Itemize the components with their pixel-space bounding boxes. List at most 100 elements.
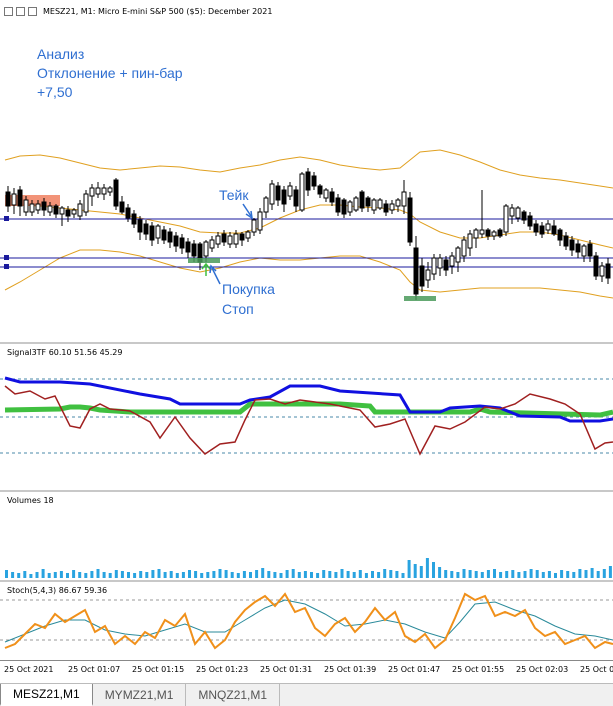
volume-bar — [596, 571, 600, 578]
volume-bar — [175, 573, 179, 578]
bearish-candle — [131, 213, 137, 225]
bullish-candle — [233, 233, 239, 245]
bullish-candle — [59, 207, 65, 215]
volume-bar — [41, 569, 45, 578]
bearish-candle — [593, 255, 599, 277]
volume-bar — [340, 569, 344, 578]
volume-bar — [261, 568, 265, 578]
bearish-candle — [521, 211, 527, 221]
volume-bar — [108, 573, 112, 578]
take-arrowhead-icon — [245, 210, 253, 220]
chart-settings-icon[interactable] — [28, 6, 37, 16]
volume-bar — [547, 571, 551, 578]
pane-separator[interactable] — [0, 490, 613, 492]
volume-bar — [462, 569, 466, 578]
volume-bar — [486, 570, 490, 578]
bearish-candle — [443, 259, 449, 271]
volume-bar — [102, 572, 106, 578]
bearish-candle — [527, 215, 533, 227]
one-click-trading-icon[interactable] — [16, 6, 25, 16]
bearish-candle — [485, 229, 491, 237]
bullish-candle — [95, 187, 101, 195]
bearish-candle — [311, 175, 317, 187]
bullish-candle — [461, 239, 467, 257]
tab-mymz21[interactable]: MYMZ21,M1 — [93, 684, 187, 706]
bullish-candle — [431, 257, 437, 275]
volume-bar — [127, 572, 130, 578]
tab-mesz21[interactable]: MESZ21,M1 — [0, 684, 93, 706]
volume-bar — [310, 572, 313, 578]
tab-mnqz21[interactable]: MNQZ21,M1 — [186, 684, 281, 706]
bullish-candle — [89, 187, 95, 197]
bearish-candle — [191, 243, 197, 257]
bullish-candle — [209, 239, 215, 249]
volume-bar — [505, 571, 509, 578]
bullish-candle — [515, 207, 521, 219]
volume-bar — [267, 571, 271, 578]
volume-bar — [578, 569, 582, 578]
bullish-candle — [83, 193, 89, 213]
level-marker — [4, 264, 9, 269]
bullish-candle — [347, 201, 353, 213]
bullish-candle — [263, 197, 269, 213]
bearish-candle — [605, 263, 611, 279]
bollinger-lower-band — [4, 249, 613, 299]
bearish-candle — [419, 265, 425, 287]
bearish-candle — [383, 203, 389, 213]
stochastic-pane[interactable]: Stoch(5,4,3) 86.67 59.36 — [0, 582, 613, 660]
volume-bar — [389, 570, 393, 578]
volume-bar — [468, 570, 472, 578]
pane-separator[interactable] — [0, 342, 613, 344]
buy-stop-marker — [188, 258, 220, 263]
analysis-line-2: Отклонение + пин-бар — [37, 65, 183, 81]
bullish-candle — [227, 235, 233, 245]
bearish-candle — [167, 231, 173, 243]
volume-bar — [206, 572, 210, 578]
volume-bar — [5, 570, 8, 578]
bullish-candle — [395, 199, 401, 207]
bearish-candle — [53, 205, 59, 215]
chart-tabs-bar: MESZ21,M1 MYMZ21,M1 MNQZ21,M1 — [0, 683, 613, 706]
main-chart-pane[interactable]: MESZ21, M1: Micro E-mini S&P 500 ($5): D… — [0, 0, 613, 342]
volume-bar — [96, 569, 100, 578]
volume-bar — [602, 569, 606, 578]
bullish-candle — [323, 189, 329, 199]
bearish-candle — [275, 185, 281, 201]
volume-bar — [29, 574, 33, 578]
bollinger-upper-band — [4, 149, 613, 189]
volume-bar — [358, 570, 362, 578]
volumes-canvas — [5, 558, 612, 578]
time-axis-label: 25 Oct 01:31 — [260, 665, 313, 674]
stoch-main-line — [4, 592, 613, 650]
bearish-candle — [533, 223, 539, 233]
bearish-candle — [569, 239, 575, 251]
volumes-pane[interactable]: Volumes 18 — [0, 492, 613, 580]
volume-bar — [511, 570, 515, 578]
bullish-candle — [257, 211, 263, 231]
bullish-candle — [251, 219, 257, 233]
time-axis-label: 25 Oct 01:55 — [452, 665, 505, 674]
bullish-candle — [425, 269, 431, 281]
volume-bar — [212, 571, 216, 578]
volume-bar — [279, 573, 283, 578]
volume-bar — [35, 572, 39, 578]
volume-bar — [59, 571, 63, 578]
pane-separator[interactable] — [0, 580, 613, 582]
bullish-candle — [245, 231, 251, 239]
time-axis[interactable]: 25 Oct 2021 25 Oct 01:07 25 Oct 01:15 25… — [0, 660, 613, 683]
volume-bar — [285, 570, 289, 578]
volume-bar — [456, 572, 460, 578]
signal-indicator-pane[interactable]: Signal3TF 60.10 51.56 45.29 — [0, 344, 613, 490]
bearish-candle — [185, 241, 191, 253]
volume-bar — [53, 572, 57, 578]
volume-bars — [5, 558, 612, 578]
bullish-candle — [509, 207, 515, 217]
bullish-candle — [401, 191, 407, 207]
price-chart-canvas[interactable] — [0, 0, 613, 342]
chart-menu-icon[interactable] — [4, 6, 13, 16]
signal-red-line — [4, 385, 613, 456]
volume-bar — [72, 570, 76, 578]
bullish-candle — [491, 231, 497, 237]
volumes-title: Volumes 18 — [7, 496, 54, 505]
bullish-candle — [353, 197, 359, 211]
